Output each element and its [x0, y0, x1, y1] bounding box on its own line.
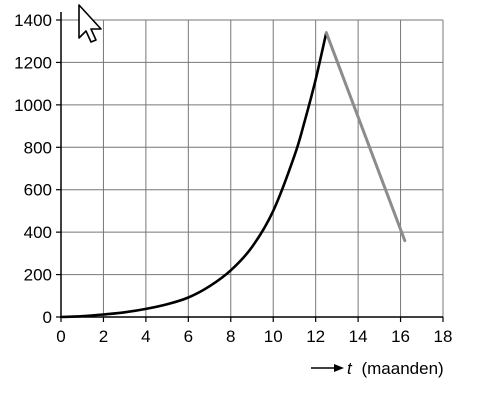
x-tick-labels: 0 2 4 6 8 10 12 14 16 18: [56, 327, 452, 346]
y-tick-label-1400: 1400: [14, 11, 52, 30]
series-line-1: [59, 31, 328, 319]
y-tick-label-1000: 1000: [14, 96, 52, 115]
x-tick-label-12: 12: [306, 327, 325, 346]
x-tick-label-4: 4: [141, 327, 150, 346]
x-tick-label-16: 16: [391, 327, 410, 346]
x-axis-label-text: t (maanden): [347, 359, 444, 378]
series-line-2: [324, 31, 407, 243]
series-layer: [59, 31, 407, 319]
y-tick-label-200: 200: [24, 266, 52, 285]
x-tick-label-2: 2: [99, 327, 108, 346]
x-axis-label: t (maanden): [311, 359, 444, 378]
y-tick-label-1200: 1200: [14, 53, 52, 72]
x-axis-variable: t: [347, 359, 353, 378]
axes: [56, 12, 444, 322]
x-tick-label-10: 10: [264, 327, 283, 346]
y-tick-label-600: 600: [24, 181, 52, 200]
y-tick-label-0: 0: [43, 308, 52, 327]
x-tick-label-14: 14: [349, 327, 368, 346]
x-axis-label-arrow-head: [334, 364, 344, 372]
x-tick-label-6: 6: [184, 327, 193, 346]
x-axis-unit: (maanden): [361, 359, 443, 378]
x-tick-label-18: 18: [434, 327, 453, 346]
y-tick-labels: 0 200 400 600 800 1000 1200 1400: [14, 11, 52, 327]
y-tick-label-800: 800: [24, 138, 52, 157]
mouse-cursor-icon: [78, 4, 102, 43]
x-tick-label-8: 8: [226, 327, 235, 346]
y-tick-label-400: 400: [24, 223, 52, 242]
x-tick-label-0: 0: [56, 327, 65, 346]
grid: [61, 19, 444, 317]
